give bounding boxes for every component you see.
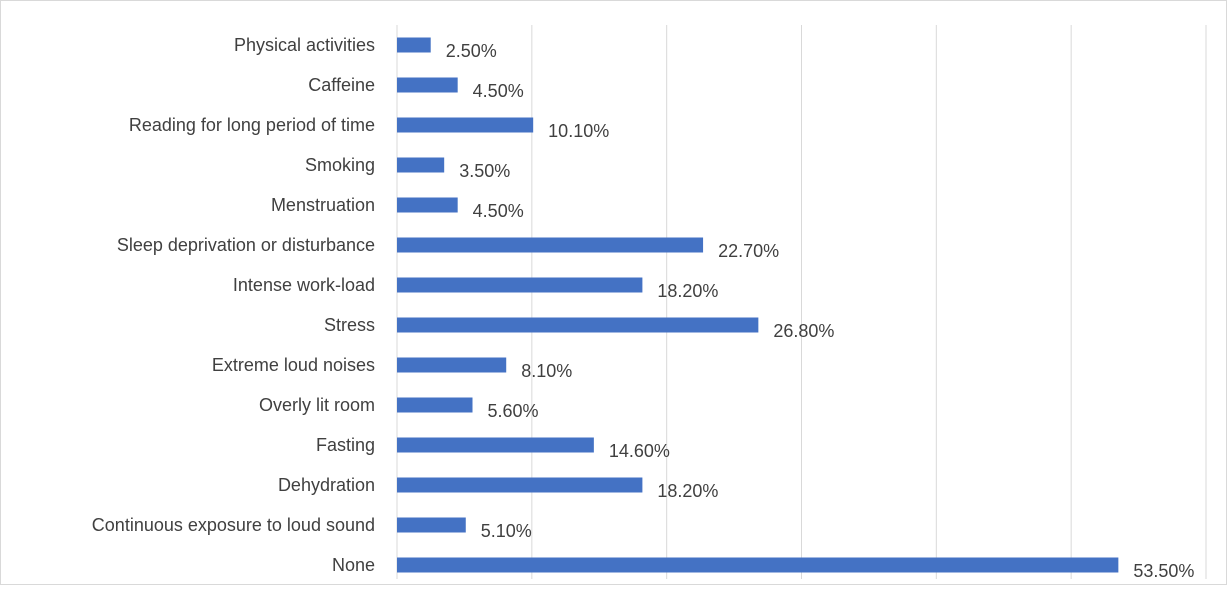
data-label: 53.50% (1133, 561, 1194, 581)
bar (397, 197, 458, 213)
gridlines (396, 25, 1207, 579)
bar (397, 437, 594, 453)
category-label: Menstruation (271, 195, 375, 215)
category-label: Intense work-load (233, 275, 375, 295)
category-label: Extreme loud noises (212, 355, 375, 375)
category-label: Dehydration (278, 475, 375, 495)
data-label: 26.80% (773, 321, 834, 341)
data-label: 4.50% (473, 81, 524, 101)
data-label: 5.10% (481, 521, 532, 541)
data-label: 3.50% (459, 161, 510, 181)
data-label: 18.20% (657, 281, 718, 301)
data-labels: 2.50%4.50%10.10%3.50%4.50%22.70%18.20%26… (446, 41, 1195, 581)
bar (397, 77, 458, 93)
data-label: 22.70% (718, 241, 779, 261)
bar (397, 277, 643, 293)
category-label: Sleep deprivation or disturbance (117, 235, 375, 255)
category-label: Continuous exposure to loud sound (92, 515, 375, 535)
data-label: 14.60% (609, 441, 670, 461)
category-label: Reading for long period of time (129, 115, 375, 135)
bar (397, 517, 466, 533)
bar (397, 357, 507, 373)
bar (397, 157, 445, 173)
data-label: 4.50% (473, 201, 524, 221)
bar (397, 237, 704, 253)
data-label: 10.10% (548, 121, 609, 141)
bar (397, 397, 473, 413)
category-label: Physical activities (234, 35, 375, 55)
data-label: 2.50% (446, 41, 497, 61)
category-label: Smoking (305, 155, 375, 175)
data-label: 8.10% (521, 361, 572, 381)
category-label: Fasting (316, 435, 375, 455)
category-label: None (332, 555, 375, 575)
category-label: Stress (324, 315, 375, 335)
bars (397, 37, 1119, 573)
data-label: 18.20% (657, 481, 718, 501)
category-labels: Physical activities Caffeine Reading for l… (92, 35, 375, 575)
bar (397, 37, 431, 53)
bar (397, 117, 534, 133)
data-label: 5.60% (488, 401, 539, 421)
bar (397, 317, 759, 333)
bar (397, 477, 643, 493)
category-label: Overly lit room (259, 395, 375, 415)
category-label: Caffeine (308, 75, 375, 95)
bar (397, 557, 1119, 573)
